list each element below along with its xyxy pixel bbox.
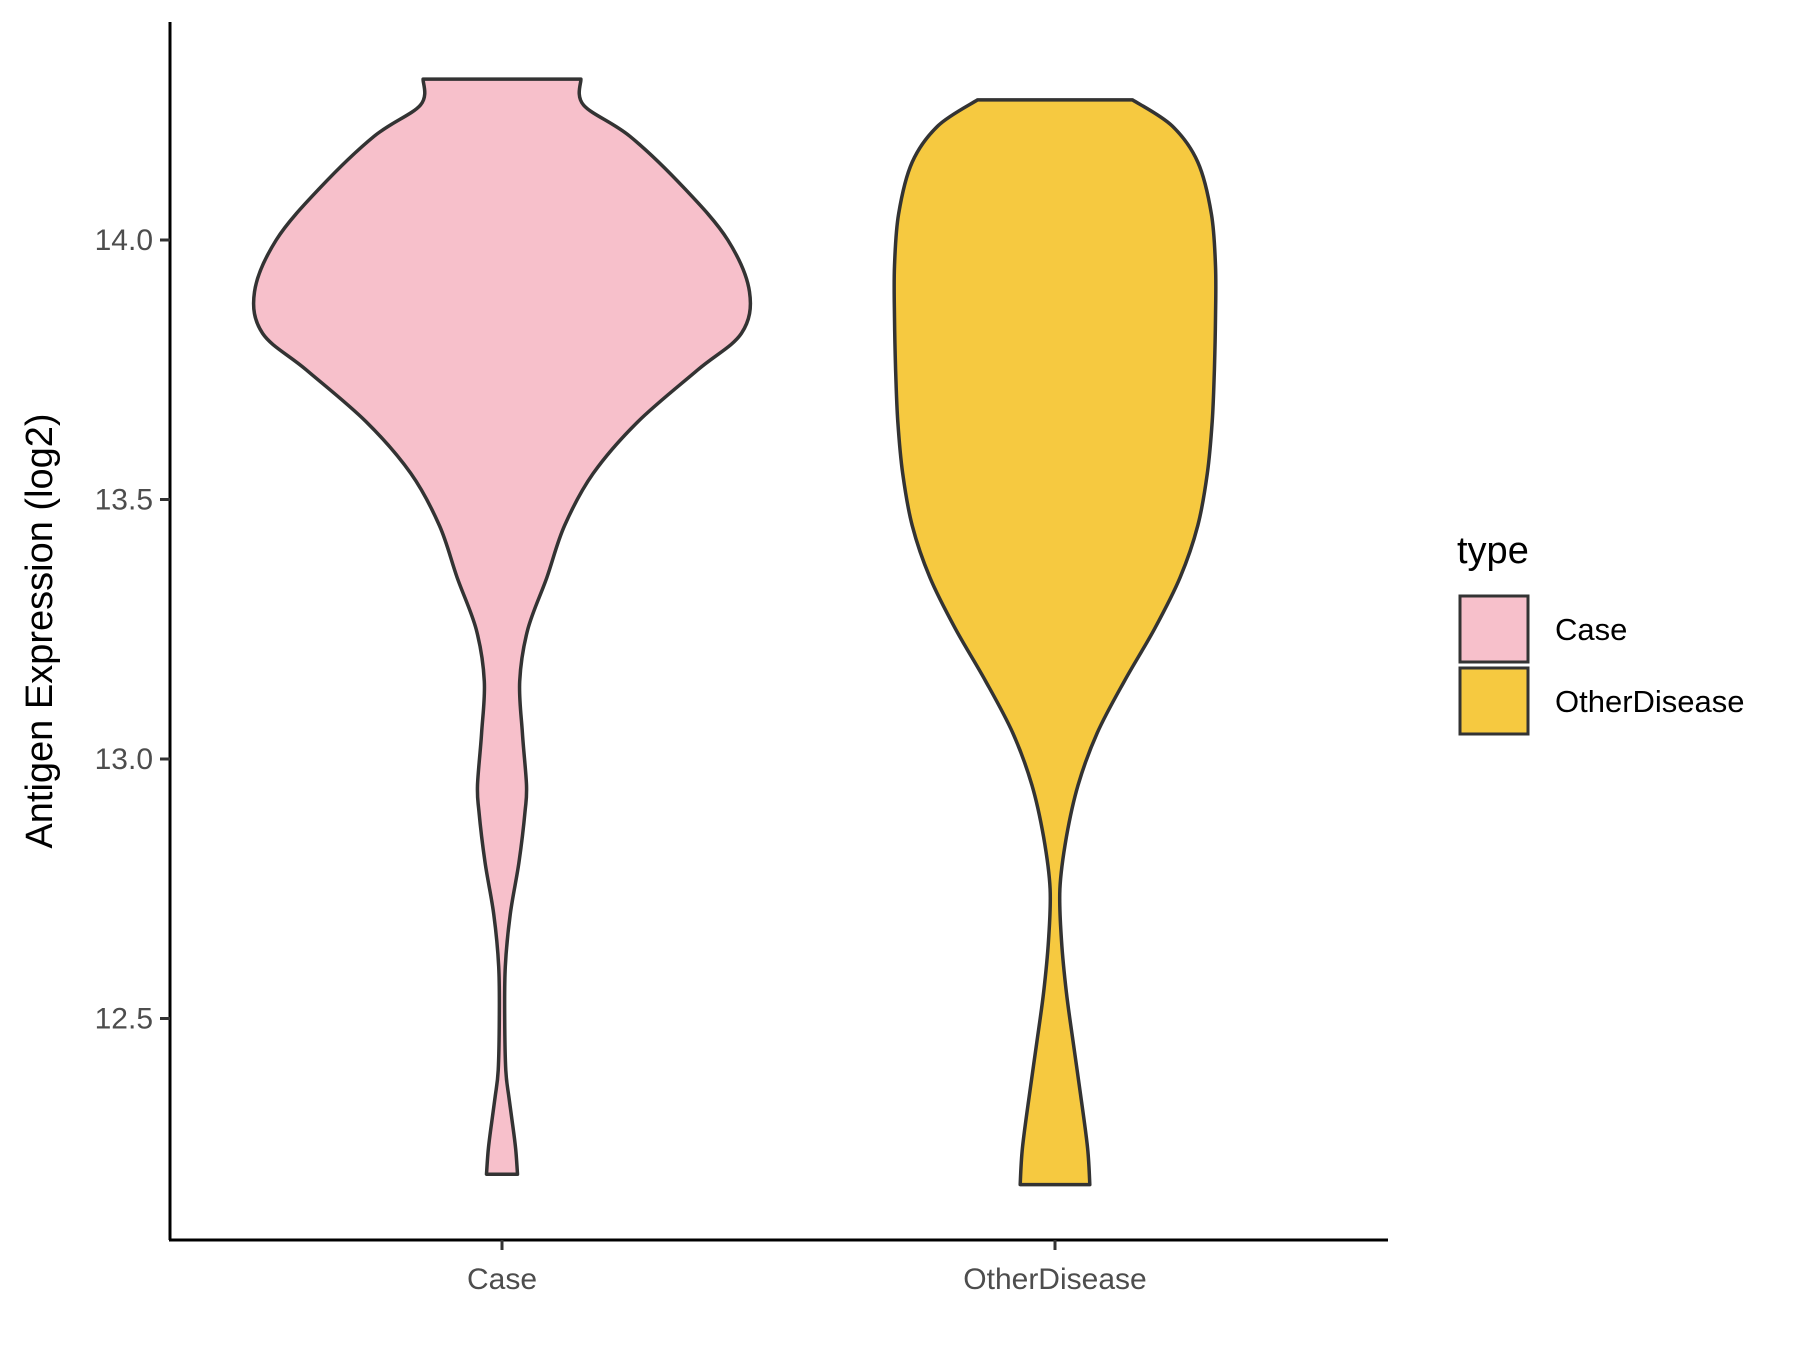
x-ticks: Case OtherDisease: [467, 1240, 1147, 1296]
y-tick-label: 13.5: [95, 484, 153, 517]
y-tick-label: 12.5: [95, 1003, 153, 1036]
legend-label-case: Case: [1555, 612, 1627, 647]
y-tick-label: 13.0: [95, 743, 153, 776]
y-ticks: 12.5 13.0 13.5 14.0: [95, 224, 170, 1036]
legend-label-otherdisease: OtherDisease: [1555, 684, 1745, 719]
violin-case: [251, 77, 753, 1176]
y-tick-label: 14.0: [95, 224, 153, 257]
x-tick-label: Case: [467, 1263, 537, 1296]
x-tick-label: OtherDisease: [963, 1263, 1146, 1296]
legend-key-otherdisease: [1458, 666, 1530, 736]
legend: type Case OtherDisease: [1457, 530, 1745, 736]
violin-layer: [251, 77, 1218, 1187]
legend-key-case: [1458, 594, 1530, 664]
violin-otherdisease: [892, 98, 1218, 1187]
legend-title: type: [1457, 530, 1529, 572]
y-axis-title: Antigen Expression (log2): [19, 413, 61, 848]
